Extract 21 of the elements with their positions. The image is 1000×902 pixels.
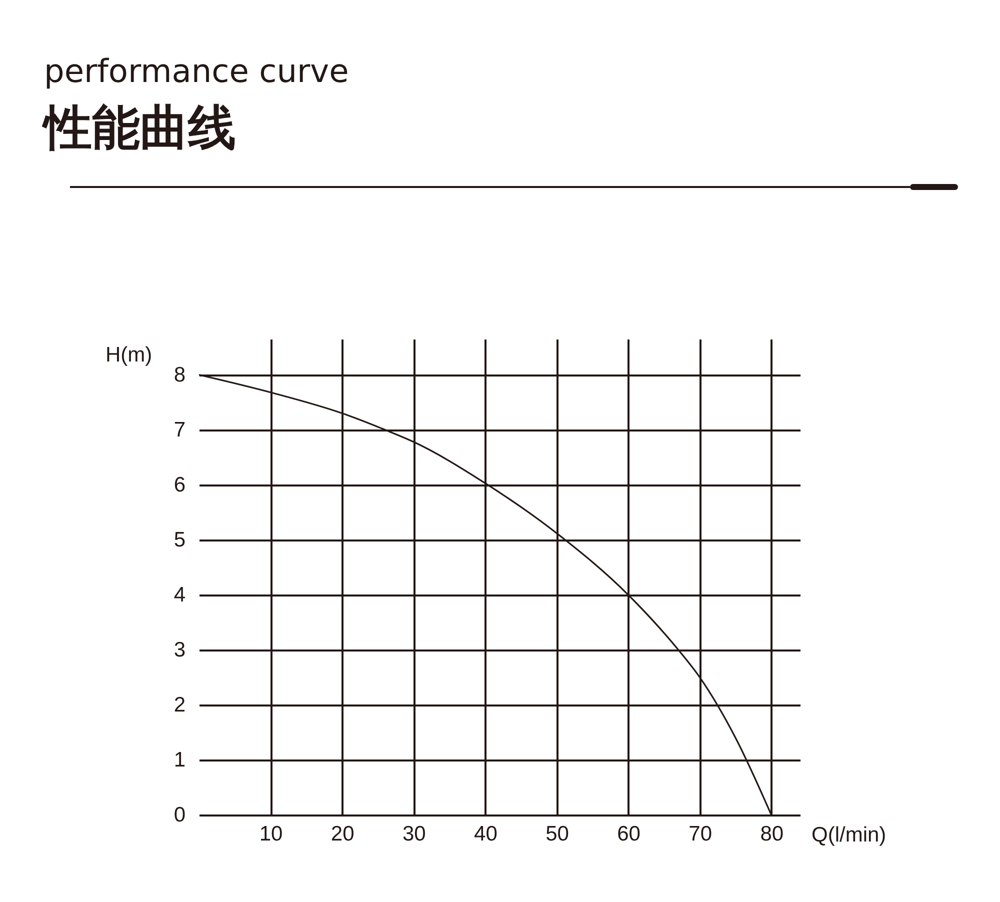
x-tick-label: 70 xyxy=(688,822,712,846)
y-tick-label: 8 xyxy=(174,363,186,386)
x-tick-label: 20 xyxy=(330,822,354,846)
x-axis-title: Q(l/min) xyxy=(812,824,886,846)
chart-title: performance curve xyxy=(44,52,349,90)
y-tick-label: 4 xyxy=(174,583,186,606)
y-tick-label: 6 xyxy=(174,473,186,496)
x-tick-label: 60 xyxy=(617,822,640,846)
x-tick-label: 40 xyxy=(474,822,498,846)
y-tick-label: 5 xyxy=(174,528,186,552)
y-axis-title: H(m) xyxy=(106,344,152,366)
x-tick-label: 10 xyxy=(259,822,283,846)
x-tick-label: 80 xyxy=(760,822,784,846)
y-tick-label: 2 xyxy=(174,693,186,716)
x-tick-label: 50 xyxy=(546,822,569,846)
y-tick-label: 1 xyxy=(174,748,186,772)
y-tick-label: 3 xyxy=(174,638,186,662)
chart-subtitle: 性能曲线 xyxy=(44,99,236,158)
y-tick-label: 7 xyxy=(174,418,186,442)
y-tick-label: 0 xyxy=(174,804,186,826)
x-tick-label: 30 xyxy=(402,822,426,846)
